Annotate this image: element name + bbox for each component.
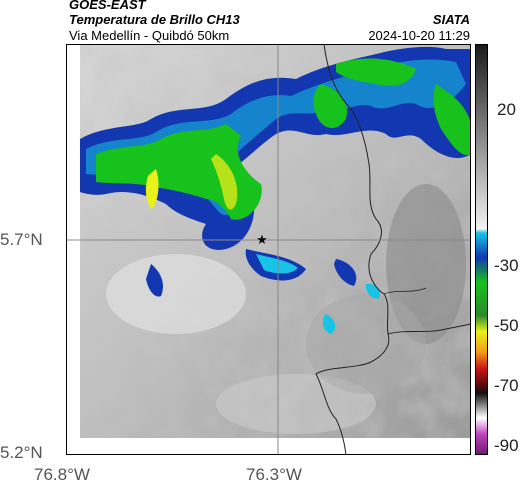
colorbar-label: -90 [494, 436, 519, 455]
location-star-marker[interactable]: ★ [256, 233, 268, 248]
lat-tick-label: 5.7°N [0, 230, 43, 249]
colorbar-label: -70 [494, 376, 519, 395]
institution-label: SIATA [432, 12, 470, 27]
convective-cloud-cells [80, 46, 471, 334]
route-subtitle: Via Medellín - Quibdó 50km [69, 28, 230, 43]
colorbar-label: 20 [497, 100, 516, 119]
colorbar-label: -30 [494, 256, 519, 275]
satellite-map[interactable]: ★ [66, 44, 471, 455]
lon-tick-label: 76.8°W [34, 465, 90, 484]
satellite-title: GOES-EAST [69, 0, 146, 12]
datetime-label: 2024-10-20 11:29 [368, 28, 470, 43]
lon-tick-label: 76.3°W [246, 465, 302, 484]
colorbar [475, 44, 488, 455]
brightness-temperature-field [80, 44, 471, 455]
product-title: Temperatura de Brillo CH13 [69, 12, 240, 27]
lat-tick-label: 5.2°N [0, 443, 43, 462]
colorbar-label: -50 [494, 316, 519, 335]
border-line [315, 44, 390, 455]
